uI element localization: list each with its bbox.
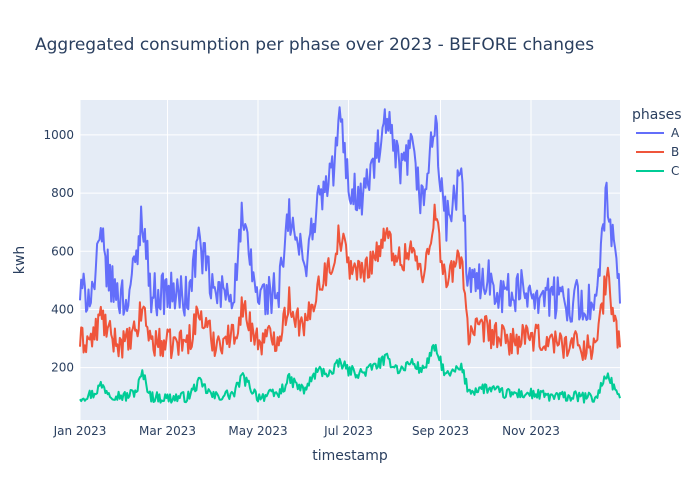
x-tick-label: May 2023 bbox=[228, 424, 287, 438]
series-line-c bbox=[79, 343, 621, 404]
x-axis-title: timestamp bbox=[312, 448, 388, 464]
x-tick-label: Nov 2023 bbox=[502, 424, 560, 438]
y-tick-label: 800 bbox=[51, 186, 74, 200]
y-gridlines bbox=[80, 134, 620, 369]
x-tick-label: Jul 2023 bbox=[323, 424, 373, 438]
legend-title: phases bbox=[632, 107, 682, 123]
y-tick-label: 1000 bbox=[43, 128, 74, 142]
y-tick-label: 400 bbox=[51, 302, 74, 316]
x-tick-labels: Jan 2023 Mar 2023 May 2023 Jul 2023 Sep 2023… bbox=[53, 424, 560, 438]
legend-label[interactable]: B bbox=[671, 145, 679, 159]
y-axis-title: kwh bbox=[12, 246, 28, 274]
series-line-b bbox=[79, 203, 621, 361]
y-tick-label: 200 bbox=[51, 361, 74, 375]
legend-label[interactable]: A bbox=[671, 126, 680, 140]
plot-area bbox=[79, 100, 621, 420]
y-tick-labels: 200 400 600 800 1000 bbox=[43, 128, 74, 375]
x-tick-label: Sep 2023 bbox=[412, 424, 469, 438]
legend: phases ABC bbox=[632, 107, 682, 178]
x-tick-label: Jan 2023 bbox=[53, 424, 107, 438]
series-lines bbox=[79, 106, 621, 404]
legend-label[interactable]: C bbox=[671, 164, 679, 178]
chart-title: Aggregated consumption per phase over 20… bbox=[35, 35, 594, 55]
x-tick-label: Mar 2023 bbox=[139, 424, 196, 438]
y-tick-label: 600 bbox=[51, 244, 74, 258]
series-line-a bbox=[79, 106, 621, 323]
